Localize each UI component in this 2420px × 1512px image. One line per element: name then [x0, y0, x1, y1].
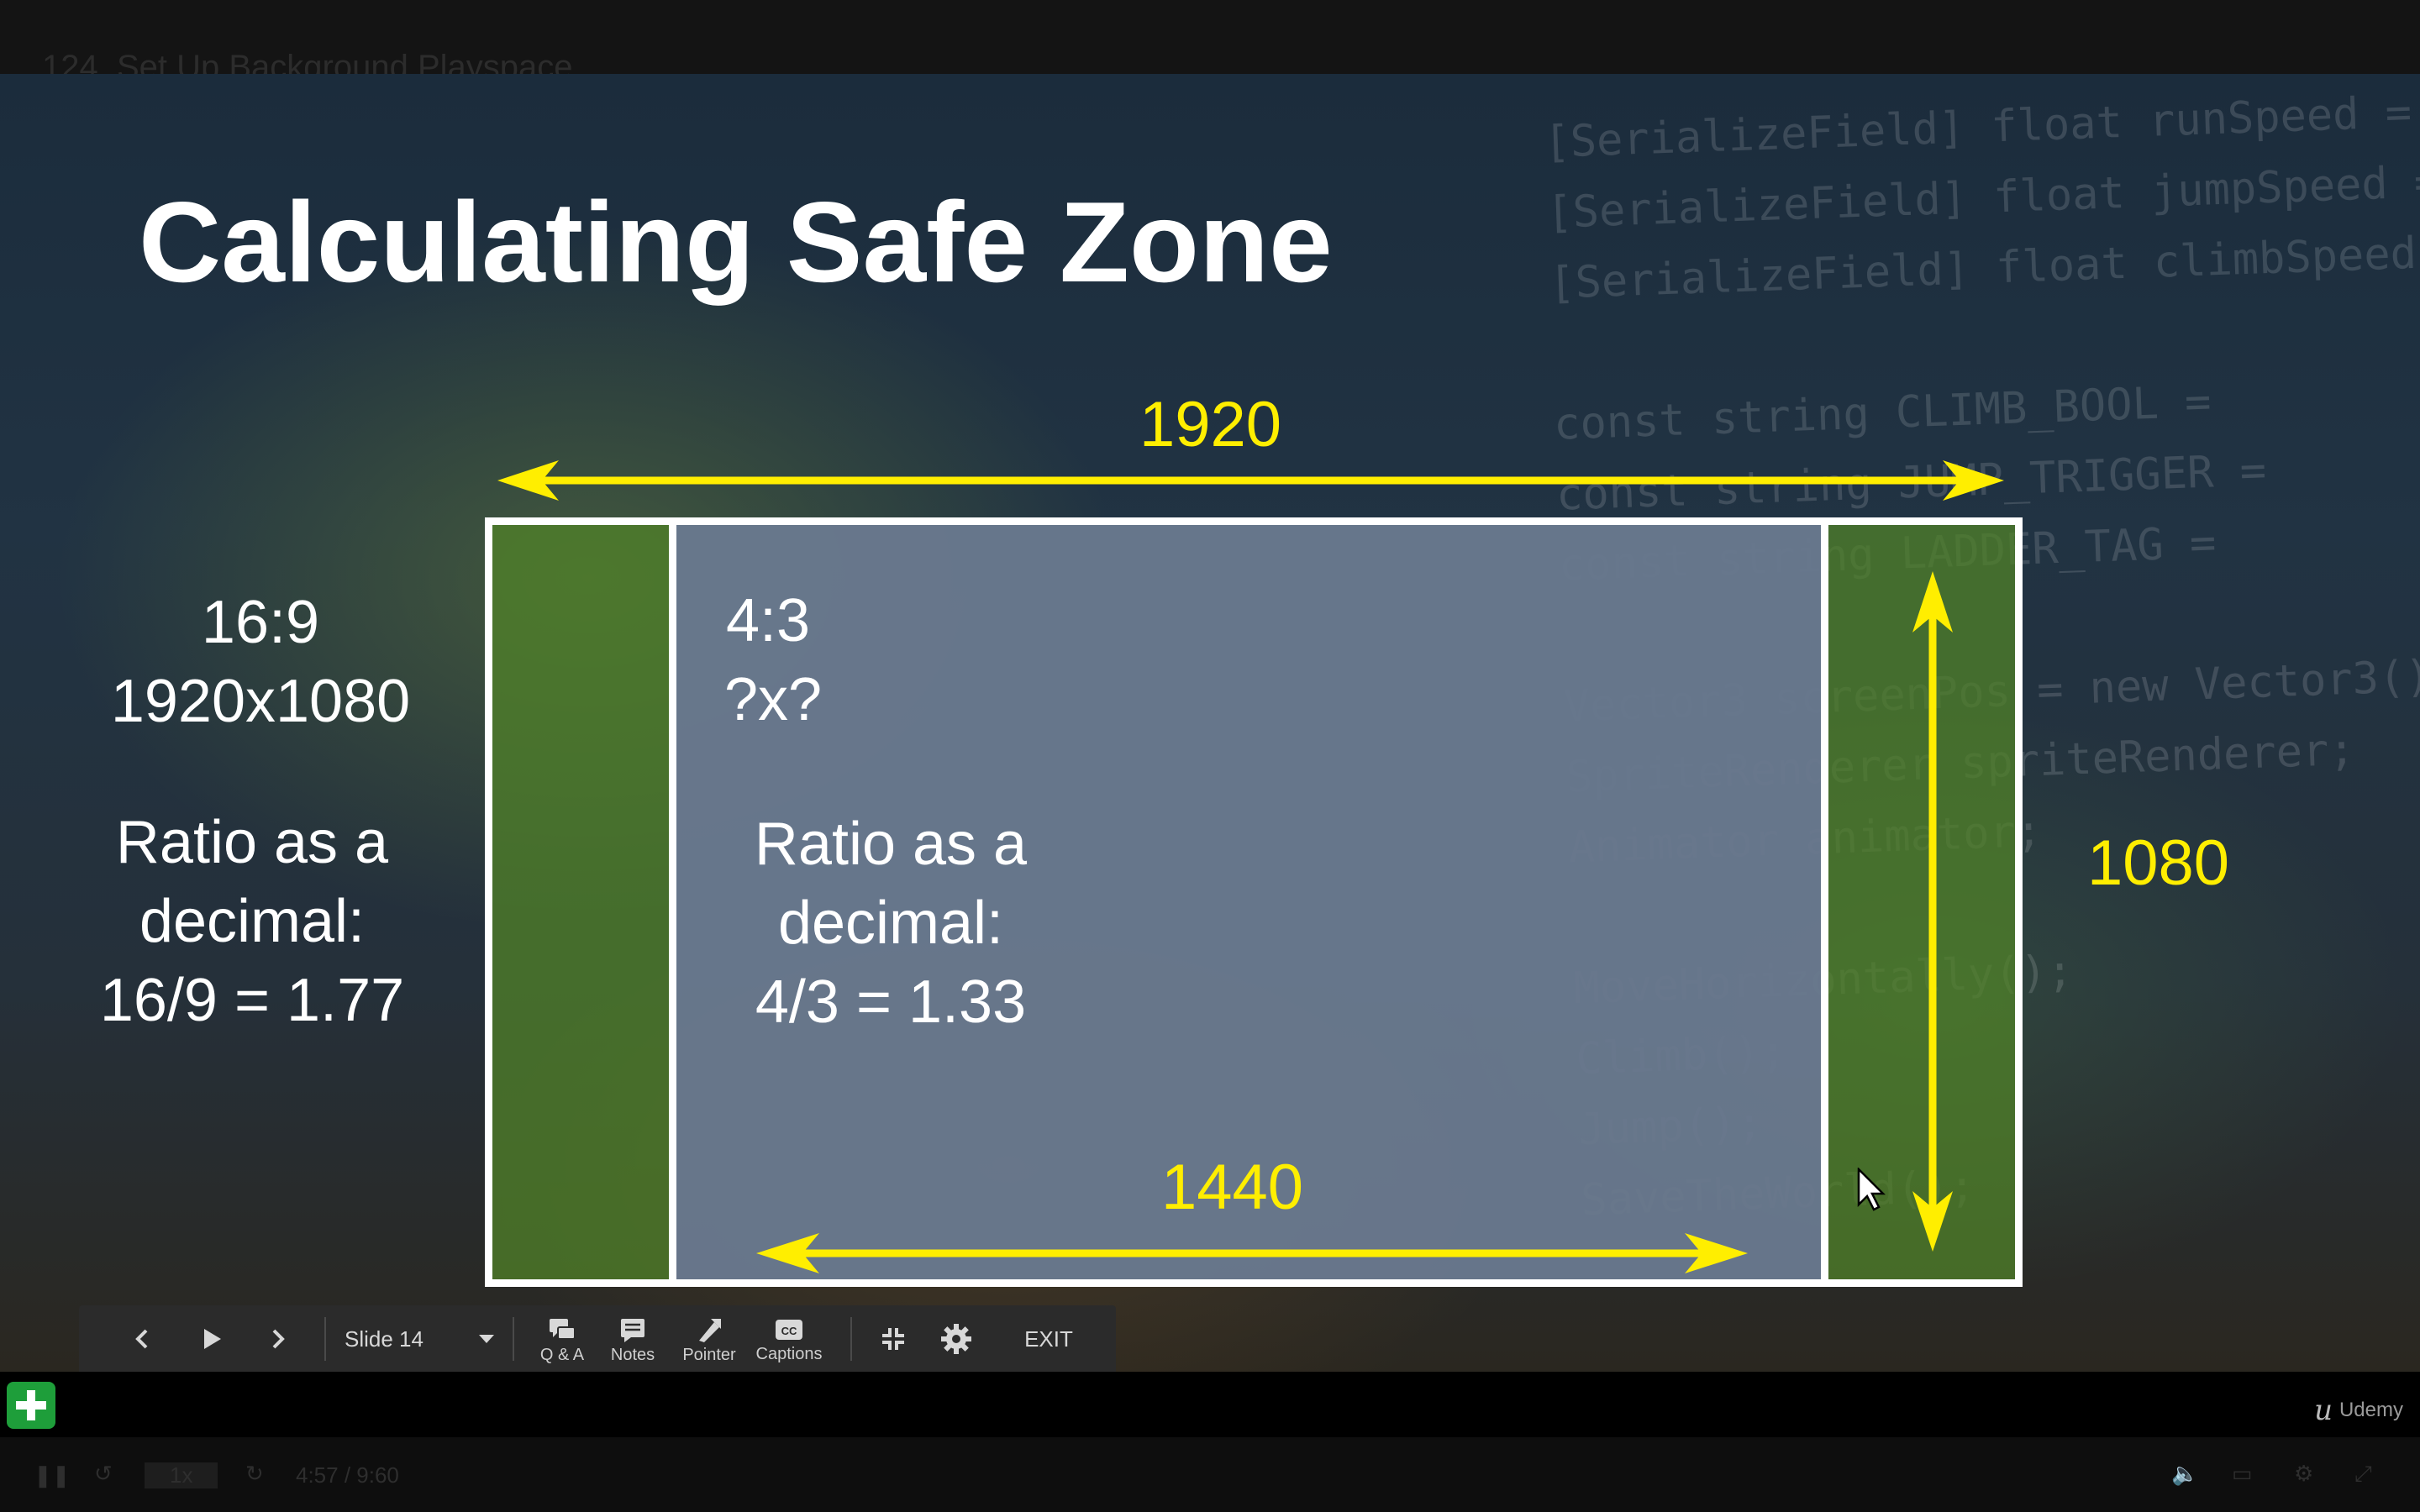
height-label: 1080: [2087, 827, 2230, 899]
brand-name: Udemy: [2338, 1399, 2403, 1421]
slide-select[interactable]: Slide 14: [345, 1317, 496, 1361]
width-arrow-right-head: [1943, 460, 2004, 501]
notes-label: Notes: [610, 1345, 655, 1364]
left-ratio: 16:9: [201, 589, 320, 656]
captions-button[interactable]: CC Captions: [751, 1310, 827, 1371]
divider: [513, 1317, 514, 1361]
notes-button[interactable]: Notes: [603, 1310, 662, 1371]
divider: [850, 1317, 852, 1361]
inner-width-label: 1440: [1161, 1152, 1304, 1223]
width-label: 1920: [1139, 389, 1282, 460]
dimension-arrows: [497, 460, 2004, 1273]
svg-text:CC: CC: [781, 1325, 797, 1337]
inner-ratio-label-2: decimal:: [777, 890, 1004, 957]
inner-ratio: 4:3: [726, 587, 811, 654]
gear-icon: [941, 1324, 971, 1354]
captions-icon: CC: [776, 1319, 802, 1340]
inner-width-arrow-right-head: [1685, 1233, 1748, 1273]
prev-slide-button[interactable]: [126, 1317, 160, 1361]
inner-ratio-label-1: Ratio as a: [754, 811, 1028, 878]
captions-label: Captions: [755, 1344, 823, 1363]
time-display: 4:57 / 9:60: [296, 1462, 399, 1488]
height-arrow-bottom-head: [1912, 1191, 1953, 1252]
volume-icon[interactable]: 🔈: [2171, 1461, 2199, 1486]
rewind-icon[interactable]: ↺: [94, 1461, 113, 1486]
slide-controls-bar: Slide 14 Q & A Notes Pointer CC Capt: [79, 1305, 1116, 1373]
height-arrow-top-head: [1912, 571, 1953, 633]
width-arrow-left-head: [497, 460, 559, 501]
pause-icon[interactable]: ❚❚: [34, 1462, 71, 1488]
speed-button[interactable]: 1x: [145, 1462, 218, 1488]
collapse-icon: [882, 1328, 904, 1350]
qa-label: Q & A: [539, 1345, 585, 1364]
inner-width-arrow-left-head: [756, 1233, 819, 1273]
next-slide-button[interactable]: [260, 1317, 294, 1361]
chat-bubbles-icon: [550, 1318, 576, 1340]
qa-button[interactable]: Q & A: [533, 1310, 592, 1371]
settings-icon[interactable]: ⚙: [2294, 1461, 2314, 1486]
divider: [324, 1317, 326, 1361]
left-ratio-value: 16/9 = 1.77: [99, 967, 405, 1034]
exit-button[interactable]: EXIT: [1015, 1317, 1082, 1361]
fullscreen-icon[interactable]: ⤢: [2354, 1461, 2372, 1486]
footer-bar: u Udemy: [0, 1372, 2420, 1437]
pointer-label: Pointer: [682, 1345, 736, 1364]
exit-label: EXIT: [1024, 1326, 1073, 1352]
caret-down-icon: [479, 1335, 494, 1343]
mouse-cursor-icon: [1857, 1168, 1886, 1211]
left-ratio-label-1: Ratio as a: [115, 809, 389, 876]
play-button[interactable]: [195, 1317, 229, 1361]
captions-icon[interactable]: ▭: [2232, 1461, 2253, 1486]
chevron-right-icon: [272, 1329, 285, 1349]
screen-4-3-rect: [669, 517, 1828, 1287]
pointer-button[interactable]: Pointer: [676, 1310, 743, 1371]
settings-button[interactable]: [933, 1317, 980, 1361]
exit-fullscreen-button[interactable]: [872, 1317, 914, 1361]
slide-canvas: [SerializeField] float runSpeed = [Serial…: [0, 74, 2420, 1372]
udemy-mark-icon: u: [2314, 1394, 2333, 1427]
chevron-left-icon: [135, 1329, 148, 1349]
left-resolution: 1920x1080: [110, 668, 411, 735]
inner-resolution: ?x?: [724, 666, 823, 733]
slide-select-value: Slide 14: [345, 1326, 424, 1352]
add-extension-button[interactable]: [7, 1382, 55, 1429]
notes-icon: [621, 1318, 644, 1342]
video-player-bar: ❚❚ ↺ 1x ↻ 4:57 / 9:60 🔈 ▭ ⚙ ⤢: [0, 1437, 2420, 1512]
top-bar: 124. Set Up Background Playspace: [0, 0, 2420, 86]
slide-title: Calculating Safe Zone: [139, 178, 1333, 306]
plus-icon: [16, 1390, 46, 1420]
udemy-logo: u Udemy: [2314, 1394, 2403, 1427]
inner-ratio-value: 4/3 = 1.33: [755, 969, 1027, 1036]
forward-icon[interactable]: ↻: [245, 1461, 264, 1486]
play-icon: [204, 1329, 221, 1349]
laser-pointer-icon: [699, 1318, 721, 1342]
left-ratio-label-2: decimal:: [139, 888, 366, 955]
